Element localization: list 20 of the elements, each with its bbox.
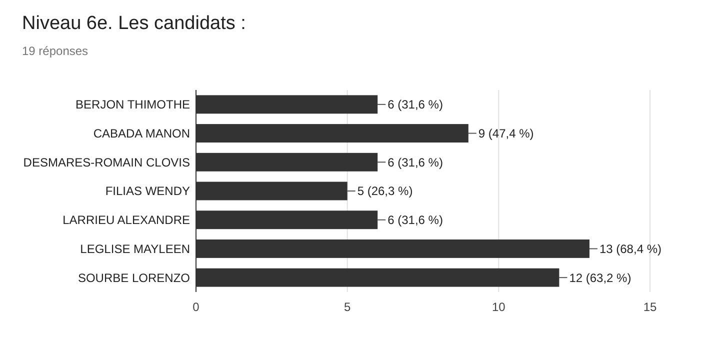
data-label: 6 (31,6 %) (388, 213, 443, 228)
x-tick-label: 0 (192, 300, 200, 314)
data-label: 6 (31,6 %) (388, 155, 443, 170)
text: 19 réponses (22, 44, 88, 58)
y-tick-label: LEGLISE MAYLEEN (80, 242, 190, 256)
x-tick-label: 10 (492, 300, 506, 314)
y-tick-label: FILIAS WENDY (105, 184, 190, 198)
data-label: 9 (47,4 %) (478, 126, 534, 140)
chart-title: Niveau 6e. Les candidats : (22, 13, 246, 34)
y-tick-label: DESMARES-ROMAIN CLOVIS (23, 155, 190, 170)
x-tick-label: 15 (643, 300, 657, 314)
data-label: 5 (26,3 %) (357, 184, 413, 198)
x-tick-label: 5 (344, 300, 351, 314)
data-label: 6 (31,6 %) (388, 98, 443, 112)
y-tick-label: CABADA MANON (93, 126, 190, 140)
y-tick-label: LARRIEU ALEXANDRE (62, 213, 190, 228)
y-tick-label: SOURBE LORENZO (78, 270, 190, 285)
data-label: 13 (68,4 %) (599, 242, 662, 256)
y-tick-label: BERJON THIMOTHE (76, 98, 190, 112)
data-label: 12 (63,2 %) (569, 270, 632, 285)
